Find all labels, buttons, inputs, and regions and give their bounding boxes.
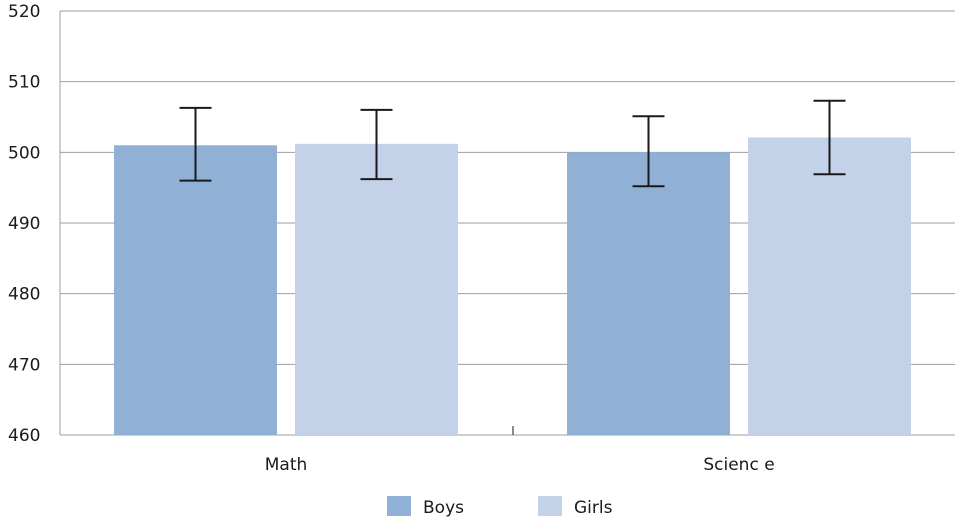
bar-boys-0 — [114, 145, 277, 435]
bar-girls-0 — [295, 143, 458, 435]
bar-boys-1 — [567, 152, 730, 436]
y-tick-labels: 460 470 480 490 500 510 520 — [8, 2, 40, 446]
category-label: Scienc e — [703, 455, 774, 475]
y-tick-label: 510 — [8, 73, 40, 93]
y-tick-label: 470 — [8, 355, 40, 375]
legend: Boys Girls — [387, 496, 613, 518]
y-tick-label: 480 — [8, 285, 40, 305]
y-tick-label: 460 — [8, 426, 40, 446]
bar-girls-1 — [748, 137, 911, 435]
bars — [114, 137, 911, 436]
error-bars — [179, 99, 846, 188]
legend-swatch-girls — [538, 496, 562, 516]
y-tick-label: 490 — [8, 214, 40, 234]
y-tick-label: 520 — [8, 2, 40, 22]
legend-label-girls: Girls — [574, 498, 613, 518]
legend-label-boys: Boys — [423, 498, 464, 518]
legend-swatch-boys — [387, 496, 411, 516]
category-label: Math — [265, 455, 308, 475]
y-tick-label: 500 — [8, 143, 40, 163]
category-labels: Math Scienc e — [265, 455, 775, 475]
